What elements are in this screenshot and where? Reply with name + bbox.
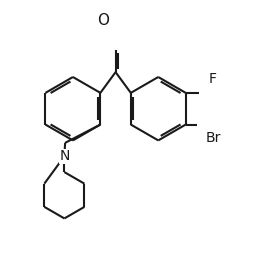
Text: F: F (208, 72, 216, 86)
Text: Br: Br (206, 131, 221, 145)
Text: N: N (59, 149, 70, 163)
Text: O: O (98, 13, 109, 28)
